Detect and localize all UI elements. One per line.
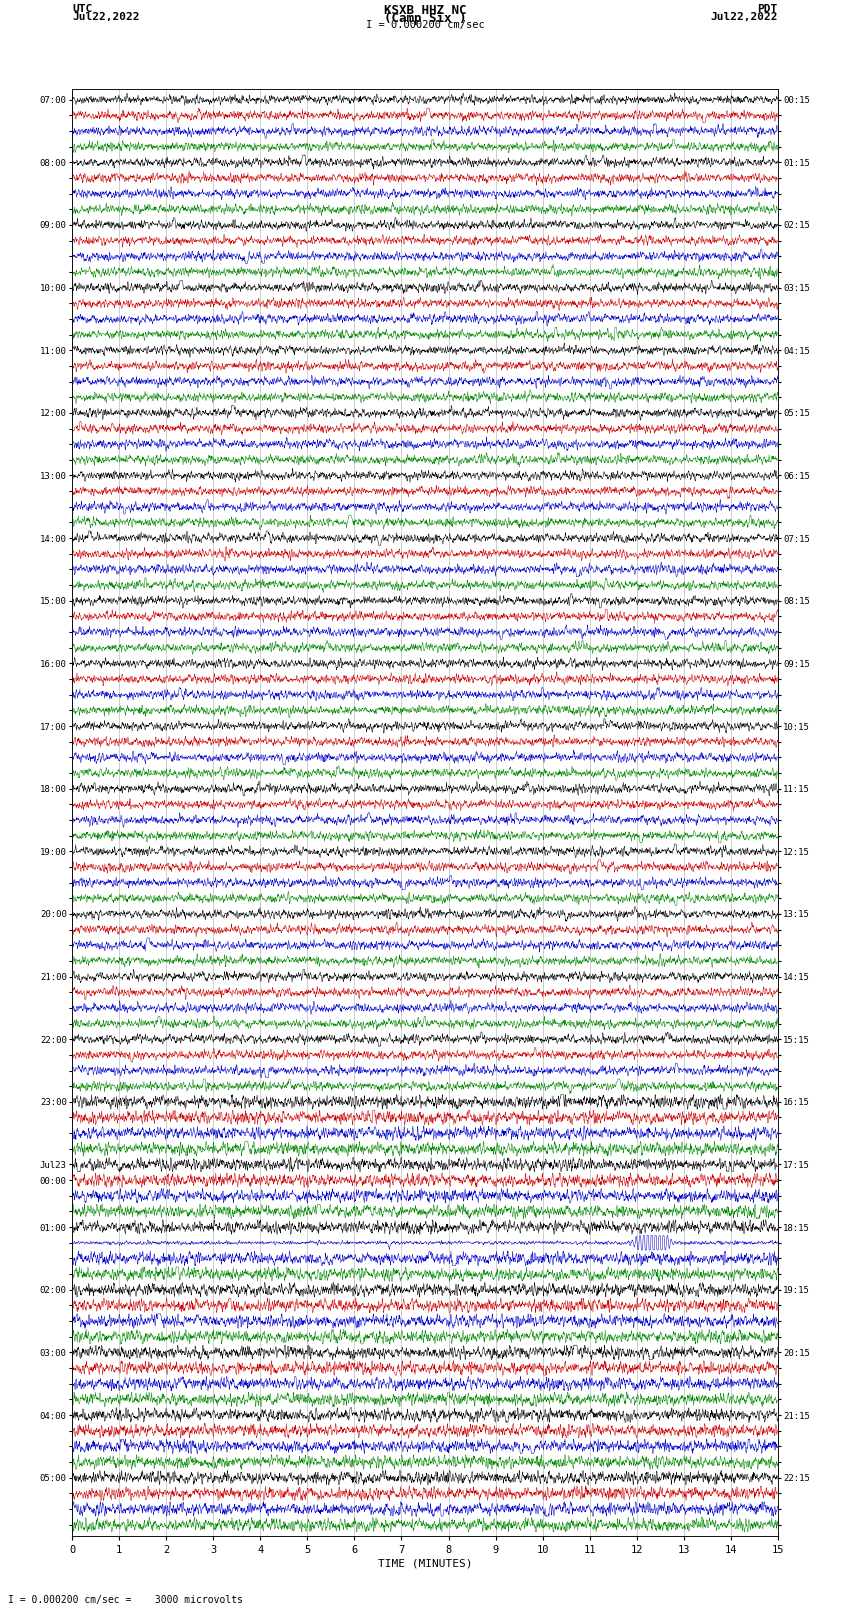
Text: I = 0.000200 cm/sec =    3000 microvolts: I = 0.000200 cm/sec = 3000 microvolts bbox=[8, 1595, 243, 1605]
Text: PDT: PDT bbox=[757, 5, 778, 15]
X-axis label: TIME (MINUTES): TIME (MINUTES) bbox=[377, 1558, 473, 1569]
Text: UTC: UTC bbox=[72, 5, 93, 15]
Text: Jul22,2022: Jul22,2022 bbox=[711, 11, 778, 23]
Text: Jul22,2022: Jul22,2022 bbox=[72, 11, 139, 23]
Text: I = 0.000200 cm/sec: I = 0.000200 cm/sec bbox=[366, 19, 484, 29]
Text: (Camp Six ): (Camp Six ) bbox=[383, 11, 467, 26]
Text: KSXB HHZ NC: KSXB HHZ NC bbox=[383, 5, 467, 18]
